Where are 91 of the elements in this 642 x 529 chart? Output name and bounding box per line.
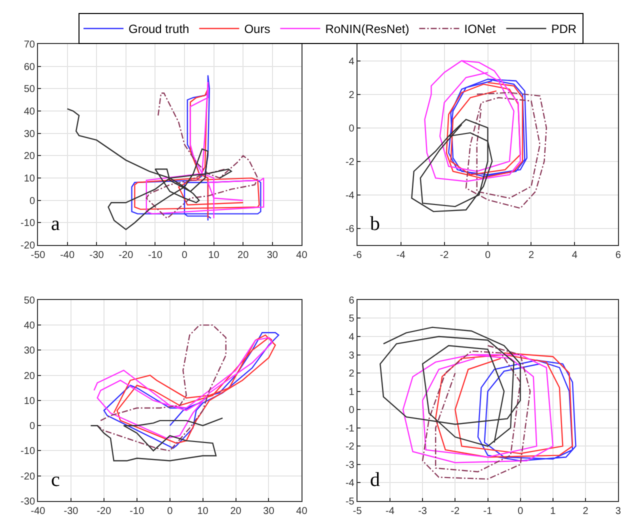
- y-tick-label: -2: [345, 442, 355, 453]
- x-tick-label: -40: [30, 506, 46, 517]
- y-tick-label: -20: [20, 471, 36, 482]
- x-tick-label: -20: [118, 250, 134, 262]
- y-tick-label: 50: [24, 84, 36, 96]
- legend-label: Ours: [244, 22, 270, 36]
- y-tick-label: -30: [20, 496, 36, 508]
- y-tick-label: 70: [24, 40, 36, 50]
- x-tick-label: 30: [266, 250, 278, 262]
- y-tick-label: 0: [29, 196, 36, 207]
- y-tick-label: 40: [24, 106, 36, 118]
- y-tick-label: 40: [24, 320, 36, 332]
- y-tick-label: -10: [20, 218, 36, 230]
- x-tick-label: 40: [296, 250, 308, 262]
- y-tick-label: 10: [24, 396, 36, 407]
- y-tick-label: -3: [345, 460, 355, 471]
- x-tick-label: 3: [615, 506, 622, 517]
- annotation: d: [370, 469, 380, 491]
- y-tick-label: -6: [345, 224, 355, 235]
- y-tick-label: 10: [24, 174, 36, 185]
- y-tick-label: 4: [348, 332, 355, 343]
- y-tick-label: -20: [20, 240, 36, 252]
- x-tick-label: -2: [440, 250, 450, 262]
- line-series: [465, 92, 548, 209]
- annotation: c: [51, 469, 60, 491]
- legend-label: IONet: [464, 22, 496, 36]
- line-series: [435, 352, 574, 458]
- annotation: b: [370, 213, 380, 235]
- x-tick-label: -10: [148, 250, 163, 262]
- y-tick-label: 1: [348, 386, 355, 398]
- line-series: [402, 354, 554, 464]
- x-tick-label: -10: [130, 506, 145, 517]
- x-tick-label: 1: [550, 506, 556, 517]
- y-tick-label: 20: [24, 370, 36, 382]
- x-tick-label: -4: [386, 506, 395, 517]
- x-tick-label: -30: [89, 250, 104, 262]
- y-tick-label: 60: [24, 62, 36, 73]
- y-tick-label: 3: [348, 350, 355, 362]
- y-tick-label: 30: [24, 128, 36, 140]
- annotation: a: [51, 213, 60, 235]
- line-series: [66, 108, 232, 230]
- y-tick-label: -4: [345, 478, 355, 490]
- y-tick-label: 5: [348, 314, 355, 325]
- x-tick-label: -30: [64, 506, 79, 517]
- x-tick-label: 20: [238, 250, 250, 262]
- x-tick-label: -1: [483, 506, 493, 517]
- x-tick-label: 30: [263, 506, 275, 517]
- x-tick-label: -4: [396, 250, 406, 262]
- y-tick-label: 30: [24, 346, 36, 357]
- x-tick-label: 40: [296, 506, 308, 517]
- x-tick-label: 2: [582, 506, 589, 517]
- x-tick-label: 2: [528, 250, 534, 262]
- x-tick-label: 10: [208, 250, 220, 262]
- x-tick-label: 6: [615, 250, 622, 262]
- x-tick-label: -50: [30, 250, 46, 262]
- x-tick-label: 20: [230, 506, 242, 517]
- y-tick-label: -2: [345, 156, 355, 168]
- line-series: [96, 324, 226, 452]
- x-tick-label: 10: [197, 506, 209, 517]
- line-series: [411, 118, 493, 212]
- y-tick-label: 0: [29, 421, 36, 432]
- y-tick-label: 20: [24, 151, 36, 162]
- x-tick-label: 0: [484, 250, 491, 262]
- y-tick-label: 2: [348, 90, 355, 101]
- y-tick-label: -10: [20, 446, 36, 458]
- line-series: [477, 360, 576, 462]
- x-tick-label: -3: [418, 506, 428, 517]
- x-tick-label: 0: [182, 250, 188, 262]
- y-tick-label: 4: [348, 56, 355, 68]
- x-tick-label: -20: [96, 506, 112, 517]
- legend-label: Groud truth: [128, 22, 190, 36]
- x-tick-label: 0: [518, 506, 524, 517]
- y-tick-label: 0: [348, 405, 355, 416]
- y-tick-label: -4: [345, 190, 355, 202]
- y-tick-label: 0: [348, 123, 355, 134]
- x-tick-label: 4: [572, 250, 578, 262]
- legend-label: RoNIN(ResNet): [325, 22, 410, 36]
- x-tick-label: -40: [60, 250, 75, 262]
- y-tick-label: 6: [348, 295, 355, 306]
- y-tick-label: 2: [348, 368, 355, 380]
- y-tick-label: 50: [24, 295, 36, 306]
- line-series: [422, 345, 531, 480]
- x-tick-label: 0: [167, 506, 174, 517]
- x-tick-label: -2: [450, 506, 460, 517]
- line-series: [380, 326, 521, 447]
- y-tick-label: -1: [345, 423, 355, 434]
- line-series: [93, 337, 273, 439]
- line-series: [424, 60, 521, 182]
- y-tick-label: -5: [345, 496, 355, 508]
- line-series: [90, 417, 224, 462]
- legend-label: PDR: [551, 22, 577, 36]
